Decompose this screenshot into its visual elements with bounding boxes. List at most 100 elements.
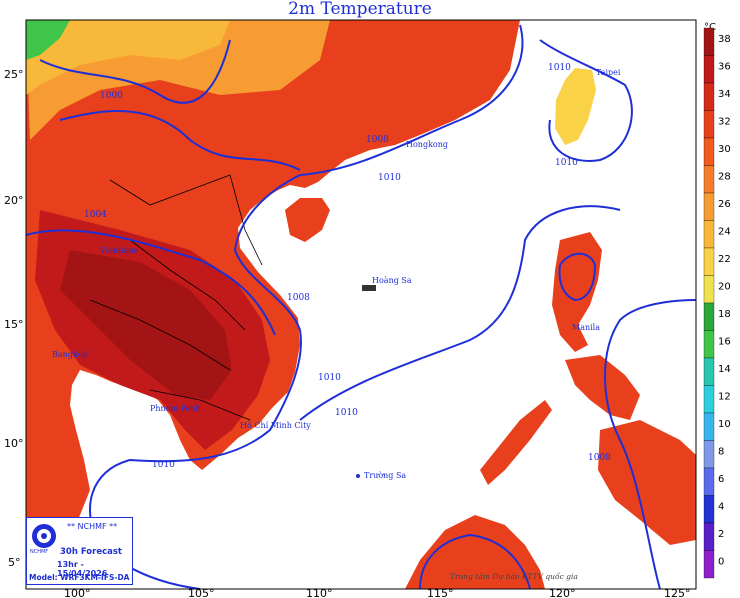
isobar-label: 1000 — [100, 91, 123, 101]
colorbar-swatch — [703, 495, 715, 524]
place-labels: Taipei Hongkong Vientiane Hoàng Sa Manil… — [52, 68, 621, 480]
hoangsa-islands — [362, 285, 376, 291]
mainland-land — [26, 20, 520, 560]
colorbar-swatch — [703, 110, 715, 139]
colorbar-swatch — [703, 55, 715, 84]
place-hoangsa: Hoàng Sa — [372, 276, 412, 285]
visayas-islands — [565, 355, 640, 420]
colorbar-swatch — [703, 27, 715, 56]
forecast-info-box: NCHMF ** NCHMF ** 30h Forecast 13hr - 15… — [26, 517, 133, 585]
agency-label: ** NCHMF ** — [67, 522, 118, 531]
isobar-label: 1010 — [555, 158, 578, 168]
isobar-label: 1008 — [287, 293, 310, 303]
colorbar-label: 2 — [718, 529, 724, 540]
country-borders — [89, 174, 263, 421]
truongsa-islands — [356, 474, 360, 478]
isobar-label: 1008 — [588, 453, 611, 463]
lon-label: 110° — [306, 587, 333, 598]
isobar-labels: 1000 1004 1008 1010 1010 1010 1010 1008 … — [84, 63, 611, 470]
model-label: Model: WRF3KM-IFS-DA — [29, 573, 130, 582]
isobar-label: 1010 — [318, 373, 341, 383]
place-hcmc: Hồ Chí Minh City — [240, 421, 311, 430]
colorbar-label: 20 — [718, 282, 731, 293]
isobar-label: 1010 — [335, 408, 358, 418]
colorbar-swatch — [703, 467, 715, 496]
colorbar-swatch — [703, 137, 715, 166]
colorbar-swatch — [703, 522, 715, 551]
colorbar-swatch — [703, 550, 715, 579]
isobar-label: 1010 — [152, 460, 175, 470]
taiwan-island — [555, 68, 596, 145]
place-vientiane: Vientiane — [99, 246, 139, 255]
colorbar-swatch — [703, 247, 715, 276]
map-title: 2m Temperature — [288, 0, 432, 19]
colorbar-label: 10 — [718, 419, 731, 430]
lat-label: 15° — [4, 318, 24, 331]
colorbar-label: 0 — [718, 557, 724, 568]
colorbar-label: 12 — [718, 392, 731, 403]
isobar-label: 1010 — [378, 173, 401, 183]
colorbar-label: 28 — [718, 172, 731, 183]
lon-label: 100° — [64, 587, 91, 598]
colorbar-label: 34 — [718, 89, 731, 100]
hainan-island — [285, 198, 330, 242]
colorbar-label: 6 — [718, 474, 724, 485]
colorbar-swatch — [703, 275, 715, 304]
place-bangkok: Bangkok — [52, 350, 88, 359]
colorbar-swatch — [703, 412, 715, 441]
colorbar-label: 38 — [718, 34, 731, 45]
palawan-island — [480, 400, 552, 485]
colorbar-swatch — [703, 440, 715, 469]
colorbar-swatch — [703, 302, 715, 331]
colorbar-label: 8 — [718, 447, 724, 458]
lon-label: 105° — [188, 587, 215, 598]
colorbar-label: 30 — [718, 144, 731, 155]
credit-text: Trung tâm Dự báo KTTV quốc gia — [450, 572, 578, 581]
forecast-datetime: 13hr - 15/04/2026 — [57, 560, 108, 578]
north-cold-region — [26, 20, 70, 60]
mindanao-island — [598, 420, 696, 545]
lat-label: 10° — [4, 437, 24, 450]
forecast-label: 30h Forecast — [60, 547, 122, 557]
hottest-region — [60, 250, 232, 400]
colorbar-swatch — [703, 385, 715, 414]
temperature-map: 1000 1004 1008 1010 1010 1010 1010 1008 … — [4, 19, 697, 598]
place-hongkong: Hongkong — [406, 140, 448, 149]
lat-label: 20° — [4, 194, 24, 207]
logo-text: NCHMF — [30, 549, 49, 555]
north-mild-region — [26, 20, 230, 95]
lon-label: 120° — [549, 587, 576, 598]
colorbar-label: 16 — [718, 337, 731, 348]
colorbar-unit: °C — [704, 22, 716, 33]
lat-label: 5° — [8, 556, 21, 569]
colorbar-swatch — [703, 220, 715, 249]
colorbar-swatch — [703, 357, 715, 386]
colorbar-label: 22 — [718, 254, 731, 265]
colorbar-label: 24 — [718, 227, 731, 238]
lon-label: 115° — [427, 587, 454, 598]
isobar-label: 1008 — [366, 135, 389, 145]
longitude-labels: 100° 105° 110° 115° 120° 125° — [64, 587, 691, 598]
colorbar-label: 18 — [718, 309, 731, 320]
colorbar-label: 14 — [718, 364, 731, 375]
lon-label: 125° — [664, 587, 691, 598]
isobar-label: 1004 — [84, 210, 107, 220]
place-manila: Manila — [572, 323, 600, 332]
borneo-land — [405, 515, 545, 589]
place-taipei: Taipei — [596, 68, 621, 77]
colorbar-swatch — [703, 192, 715, 221]
place-phnompenh: Phnom Penh — [150, 404, 201, 413]
colorbar-swatch — [703, 330, 715, 359]
luzon-island — [552, 232, 602, 352]
colorbar-label: 4 — [718, 502, 724, 513]
map-frame — [25, 19, 697, 590]
colorbar-swatch — [703, 82, 715, 111]
colorbar-label: 32 — [718, 117, 731, 128]
latitude-labels: 25° 20° 15° 10° 5° — [4, 68, 24, 569]
place-truongsa: Trường Sa — [364, 471, 406, 480]
colorbar-label: 36 — [718, 62, 731, 73]
nchmf-logo-icon — [32, 524, 56, 548]
colorbar-label: 26 — [718, 199, 731, 210]
